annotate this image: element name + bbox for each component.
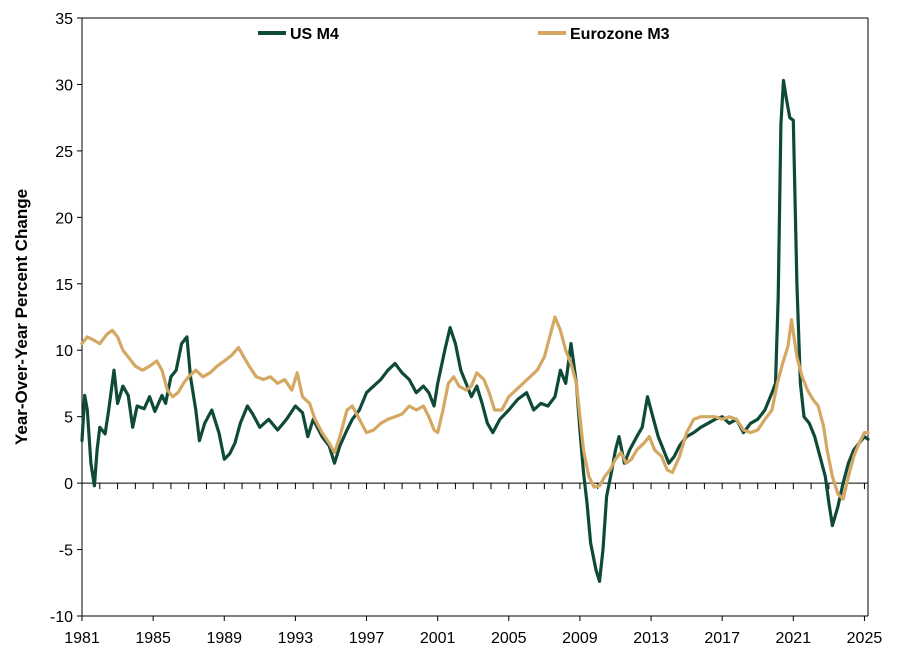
y-tick-label: 30	[55, 77, 73, 94]
x-tick-label: 1989	[206, 630, 242, 647]
x-tick-label: 2009	[562, 630, 598, 647]
y-tick-label: 20	[55, 210, 73, 227]
x-tick-label: 2013	[633, 630, 669, 647]
legend: US M4 Eurozone M3	[258, 26, 670, 43]
series-layer	[80, 78, 870, 583]
y-tick-label: -10	[50, 609, 73, 626]
y-tick-label: 10	[55, 343, 73, 360]
x-tick-label: 2021	[776, 630, 812, 647]
y-tick-label: 25	[55, 144, 73, 161]
legend-label: Eurozone M3	[570, 26, 670, 43]
legend-label: US M4	[290, 26, 339, 43]
x-tick-label: 2001	[420, 630, 456, 647]
y-tick-label: -5	[59, 543, 73, 560]
x-tick-label: 1981	[64, 630, 100, 647]
y-axis-title: Year-Over-Year Percent Change	[12, 189, 31, 445]
x-tick-label: 2005	[491, 630, 527, 647]
x-tick-label: 1993	[278, 630, 314, 647]
y-tick-label: 15	[55, 277, 73, 294]
series-line-us-m4	[80, 78, 870, 583]
x-tick-label: 1997	[349, 630, 385, 647]
y-tick-label: 35	[55, 11, 73, 28]
y-tick-label: 5	[64, 410, 73, 427]
x-tick-label: 2025	[847, 630, 883, 647]
y-tick-label: 0	[64, 476, 73, 493]
x-tick-label: 2017	[704, 630, 740, 647]
x-tick-label: 1985	[135, 630, 171, 647]
series-line-eurozone-m3	[80, 315, 870, 501]
